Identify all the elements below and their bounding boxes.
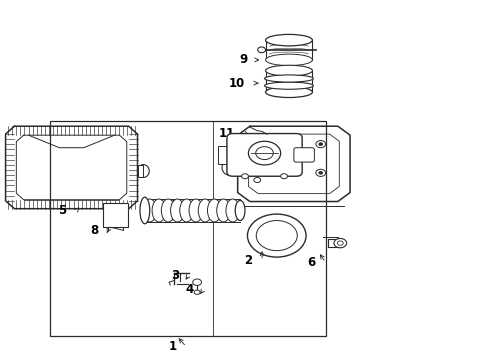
Circle shape <box>248 141 281 165</box>
Circle shape <box>242 174 248 179</box>
Ellipse shape <box>189 199 203 222</box>
Ellipse shape <box>265 75 314 82</box>
Bar <box>218 146 233 164</box>
FancyBboxPatch shape <box>227 134 302 176</box>
Bar <box>230 159 238 175</box>
Circle shape <box>262 169 272 176</box>
Circle shape <box>193 279 201 285</box>
Ellipse shape <box>266 35 313 46</box>
Circle shape <box>319 171 323 174</box>
Ellipse shape <box>171 199 184 222</box>
Ellipse shape <box>143 199 157 222</box>
Circle shape <box>337 241 343 245</box>
Text: 5: 5 <box>58 204 67 217</box>
Ellipse shape <box>180 199 194 222</box>
Circle shape <box>316 169 326 176</box>
Ellipse shape <box>161 199 175 222</box>
Text: 6: 6 <box>308 256 316 269</box>
Text: 8: 8 <box>90 224 98 237</box>
Circle shape <box>254 177 261 183</box>
Circle shape <box>194 290 200 294</box>
Circle shape <box>265 171 269 174</box>
Text: 9: 9 <box>239 53 247 66</box>
Ellipse shape <box>152 199 166 222</box>
Ellipse shape <box>266 65 313 76</box>
Circle shape <box>334 238 346 248</box>
Text: 4: 4 <box>185 283 194 296</box>
Ellipse shape <box>266 54 313 66</box>
Ellipse shape <box>265 82 314 89</box>
Circle shape <box>247 214 306 257</box>
Circle shape <box>281 174 288 179</box>
Ellipse shape <box>217 199 230 222</box>
Circle shape <box>316 140 326 148</box>
Text: 11: 11 <box>219 127 235 140</box>
Text: 3: 3 <box>171 269 179 282</box>
Circle shape <box>258 47 266 53</box>
Ellipse shape <box>235 201 245 221</box>
Ellipse shape <box>266 87 313 98</box>
Circle shape <box>319 143 323 145</box>
Bar <box>138 165 144 177</box>
Ellipse shape <box>140 197 150 224</box>
Bar <box>103 203 128 226</box>
Ellipse shape <box>198 199 212 222</box>
Circle shape <box>288 154 300 163</box>
Circle shape <box>265 143 269 145</box>
Circle shape <box>256 147 273 159</box>
FancyBboxPatch shape <box>294 148 315 162</box>
Text: 7: 7 <box>171 199 179 212</box>
Ellipse shape <box>207 199 221 222</box>
Bar <box>49 121 326 336</box>
Text: 2: 2 <box>244 254 252 267</box>
Ellipse shape <box>226 199 240 222</box>
Text: 10: 10 <box>229 77 245 90</box>
Text: 1: 1 <box>169 340 176 353</box>
Circle shape <box>256 221 297 251</box>
Circle shape <box>262 140 272 148</box>
